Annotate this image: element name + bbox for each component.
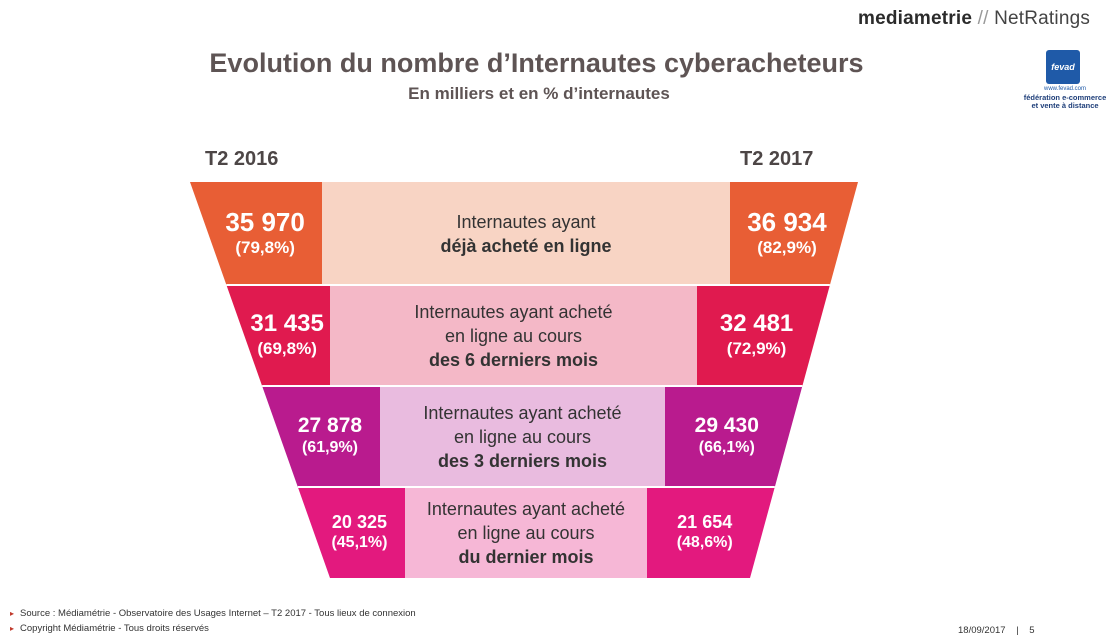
description-emphasis: des 3 derniers mois xyxy=(437,450,608,471)
left-value-block: 31 435 (69,8%) xyxy=(207,310,367,359)
row-description: Internautes ayant acheté en ligne au cour… xyxy=(380,401,665,473)
row-description: Internautes ayant acheté en ligne au cour… xyxy=(405,497,647,569)
right-value: 32 481 xyxy=(719,310,794,337)
description-line: en ligne au cours xyxy=(457,522,595,543)
right-percent: (82,9%) xyxy=(757,238,817,257)
description-line: en ligne au cours xyxy=(453,426,592,447)
description-line: Internautes ayant acheté xyxy=(423,402,622,423)
period-right-label: T2 2017 xyxy=(740,148,814,170)
period-left-label: T2 2016 xyxy=(205,148,279,170)
left-value: 20 325 xyxy=(331,511,387,532)
funnel-center-segment xyxy=(380,386,665,487)
description-emphasis: déjà acheté en ligne xyxy=(440,235,612,256)
funnel-right-segment xyxy=(730,182,858,285)
fevad-tagline: fédération e-commerce et vente à distanc… xyxy=(1023,93,1107,110)
right-value-block: 21 654 (48,6%) xyxy=(625,511,785,553)
left-value: 31 435 xyxy=(250,310,324,337)
funnel-center-segment xyxy=(405,487,647,578)
funnel-right-segment xyxy=(665,386,803,487)
mediametrie-logo: mediametrie // NetRatings xyxy=(858,8,1091,29)
date-page: 18/09/2017 | 5 xyxy=(958,625,1035,636)
funnel-center-segment xyxy=(322,182,730,285)
fevad-badge: fevad xyxy=(1046,50,1080,84)
left-percent: (79,8%) xyxy=(235,238,295,257)
left-value: 27 878 xyxy=(297,414,363,437)
footer-date: 18/09/2017 xyxy=(958,625,1006,636)
left-percent: (45,1%) xyxy=(331,533,388,551)
left-value: 35 970 xyxy=(225,207,305,237)
funnel-left-segment xyxy=(190,182,322,285)
source-note: ▸ Source : Médiamétrie - Observatoire des… xyxy=(10,608,416,619)
left-percent: (61,9%) xyxy=(301,439,358,456)
page-title: Evolution du nombre d’Internautes cybera… xyxy=(209,48,864,78)
right-value: 36 934 xyxy=(747,207,827,237)
description-line: en ligne au cours xyxy=(444,325,583,346)
copyright-note: ▸ Copyright Médiamétrie - Tous droits rés… xyxy=(10,623,209,634)
description-emphasis: des 6 derniers mois xyxy=(428,349,599,370)
description-emphasis: du dernier mois xyxy=(458,546,594,567)
right-value-block: 32 481 (72,9%) xyxy=(677,310,837,359)
right-value: 29 430 xyxy=(694,414,759,437)
description-line: Internautes ayant acheté xyxy=(426,498,626,519)
right-value-block: 36 934 (82,9%) xyxy=(707,207,867,258)
right-percent: (48,6%) xyxy=(676,533,733,551)
row-description: Internautes ayant acheté en ligne au cour… xyxy=(330,300,697,372)
funnel-left-segment xyxy=(297,487,405,578)
left-percent: (69,8%) xyxy=(257,339,317,358)
page-subtitle: En milliers et en % d’internautes xyxy=(408,84,670,103)
funnel-right-segment xyxy=(647,487,775,578)
left-value-block: 27 878 (61,9%) xyxy=(250,413,410,458)
right-value: 21 654 xyxy=(677,511,733,532)
right-percent: (66,1%) xyxy=(698,439,755,456)
description-line: Internautes ayant xyxy=(456,211,596,232)
fevad-url: www.fevad.com xyxy=(1043,86,1086,92)
left-value-block: 20 325 (45,1%) xyxy=(279,511,439,553)
funnel-center-segment xyxy=(330,285,697,386)
funnel-right-segment xyxy=(697,285,830,386)
right-percent: (72,9%) xyxy=(726,339,787,358)
funnel-left-segment xyxy=(226,285,330,386)
row-description: Internautes ayant déjà acheté en ligne xyxy=(322,210,730,258)
funnel-left-segment xyxy=(262,386,380,487)
description-line: Internautes ayant acheté xyxy=(414,301,613,322)
right-value-block: 29 430 (66,1%) xyxy=(647,413,807,458)
fevad-logo: fevad www.fevad.com fédération e-commerc… xyxy=(1022,50,1108,118)
page-number: 5 xyxy=(1029,625,1035,636)
left-value-block: 35 970 (79,8%) xyxy=(185,207,345,258)
